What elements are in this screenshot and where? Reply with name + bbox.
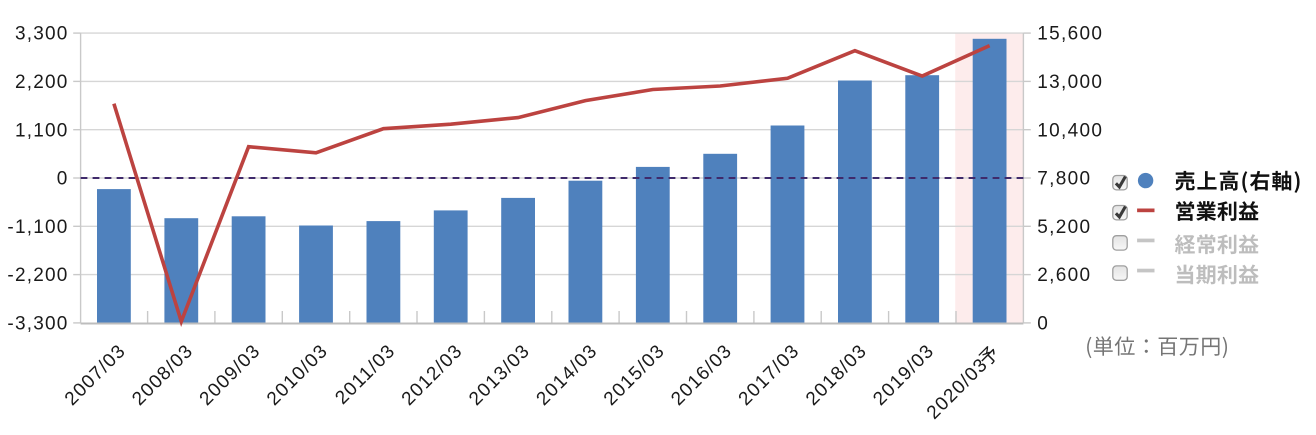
svg-text:2013/03: 2013/03 (465, 340, 534, 409)
svg-text:3,300: 3,300 (15, 24, 69, 45)
svg-text:2014/03: 2014/03 (533, 340, 602, 409)
svg-text:2009/03: 2009/03 (196, 340, 265, 409)
svg-text:2008/03: 2008/03 (128, 340, 197, 409)
svg-text:2015/03: 2015/03 (600, 340, 669, 409)
svg-text:2,600: 2,600 (1037, 265, 1091, 286)
svg-text:0: 0 (57, 169, 69, 190)
svg-text:10,400: 10,400 (1037, 120, 1103, 141)
svg-text:2007/03: 2007/03 (61, 340, 130, 409)
svg-text:-3,300: -3,300 (7, 314, 68, 335)
svg-text:0: 0 (1037, 314, 1049, 335)
svg-text:-1,100: -1,100 (7, 217, 68, 238)
svg-text:2012/03: 2012/03 (398, 340, 467, 409)
svg-text:2017/03: 2017/03 (735, 340, 804, 409)
svg-text:2,200: 2,200 (15, 72, 69, 93)
svg-text:2010/03: 2010/03 (263, 340, 332, 409)
svg-text:2016/03: 2016/03 (667, 340, 736, 409)
svg-text:2011/03: 2011/03 (331, 340, 399, 408)
svg-text:2020/03: 2020/03 (923, 354, 992, 423)
svg-text:-2,200: -2,200 (7, 265, 68, 286)
svg-text:7,800: 7,800 (1037, 169, 1091, 190)
svg-text:2018/03: 2018/03 (802, 340, 871, 409)
svg-text:15,600: 15,600 (1037, 24, 1103, 45)
svg-text:2019/03: 2019/03 (869, 340, 938, 409)
svg-text:5,200: 5,200 (1037, 217, 1091, 238)
svg-text:1,100: 1,100 (15, 120, 69, 141)
svg-text:13,000: 13,000 (1037, 72, 1103, 93)
